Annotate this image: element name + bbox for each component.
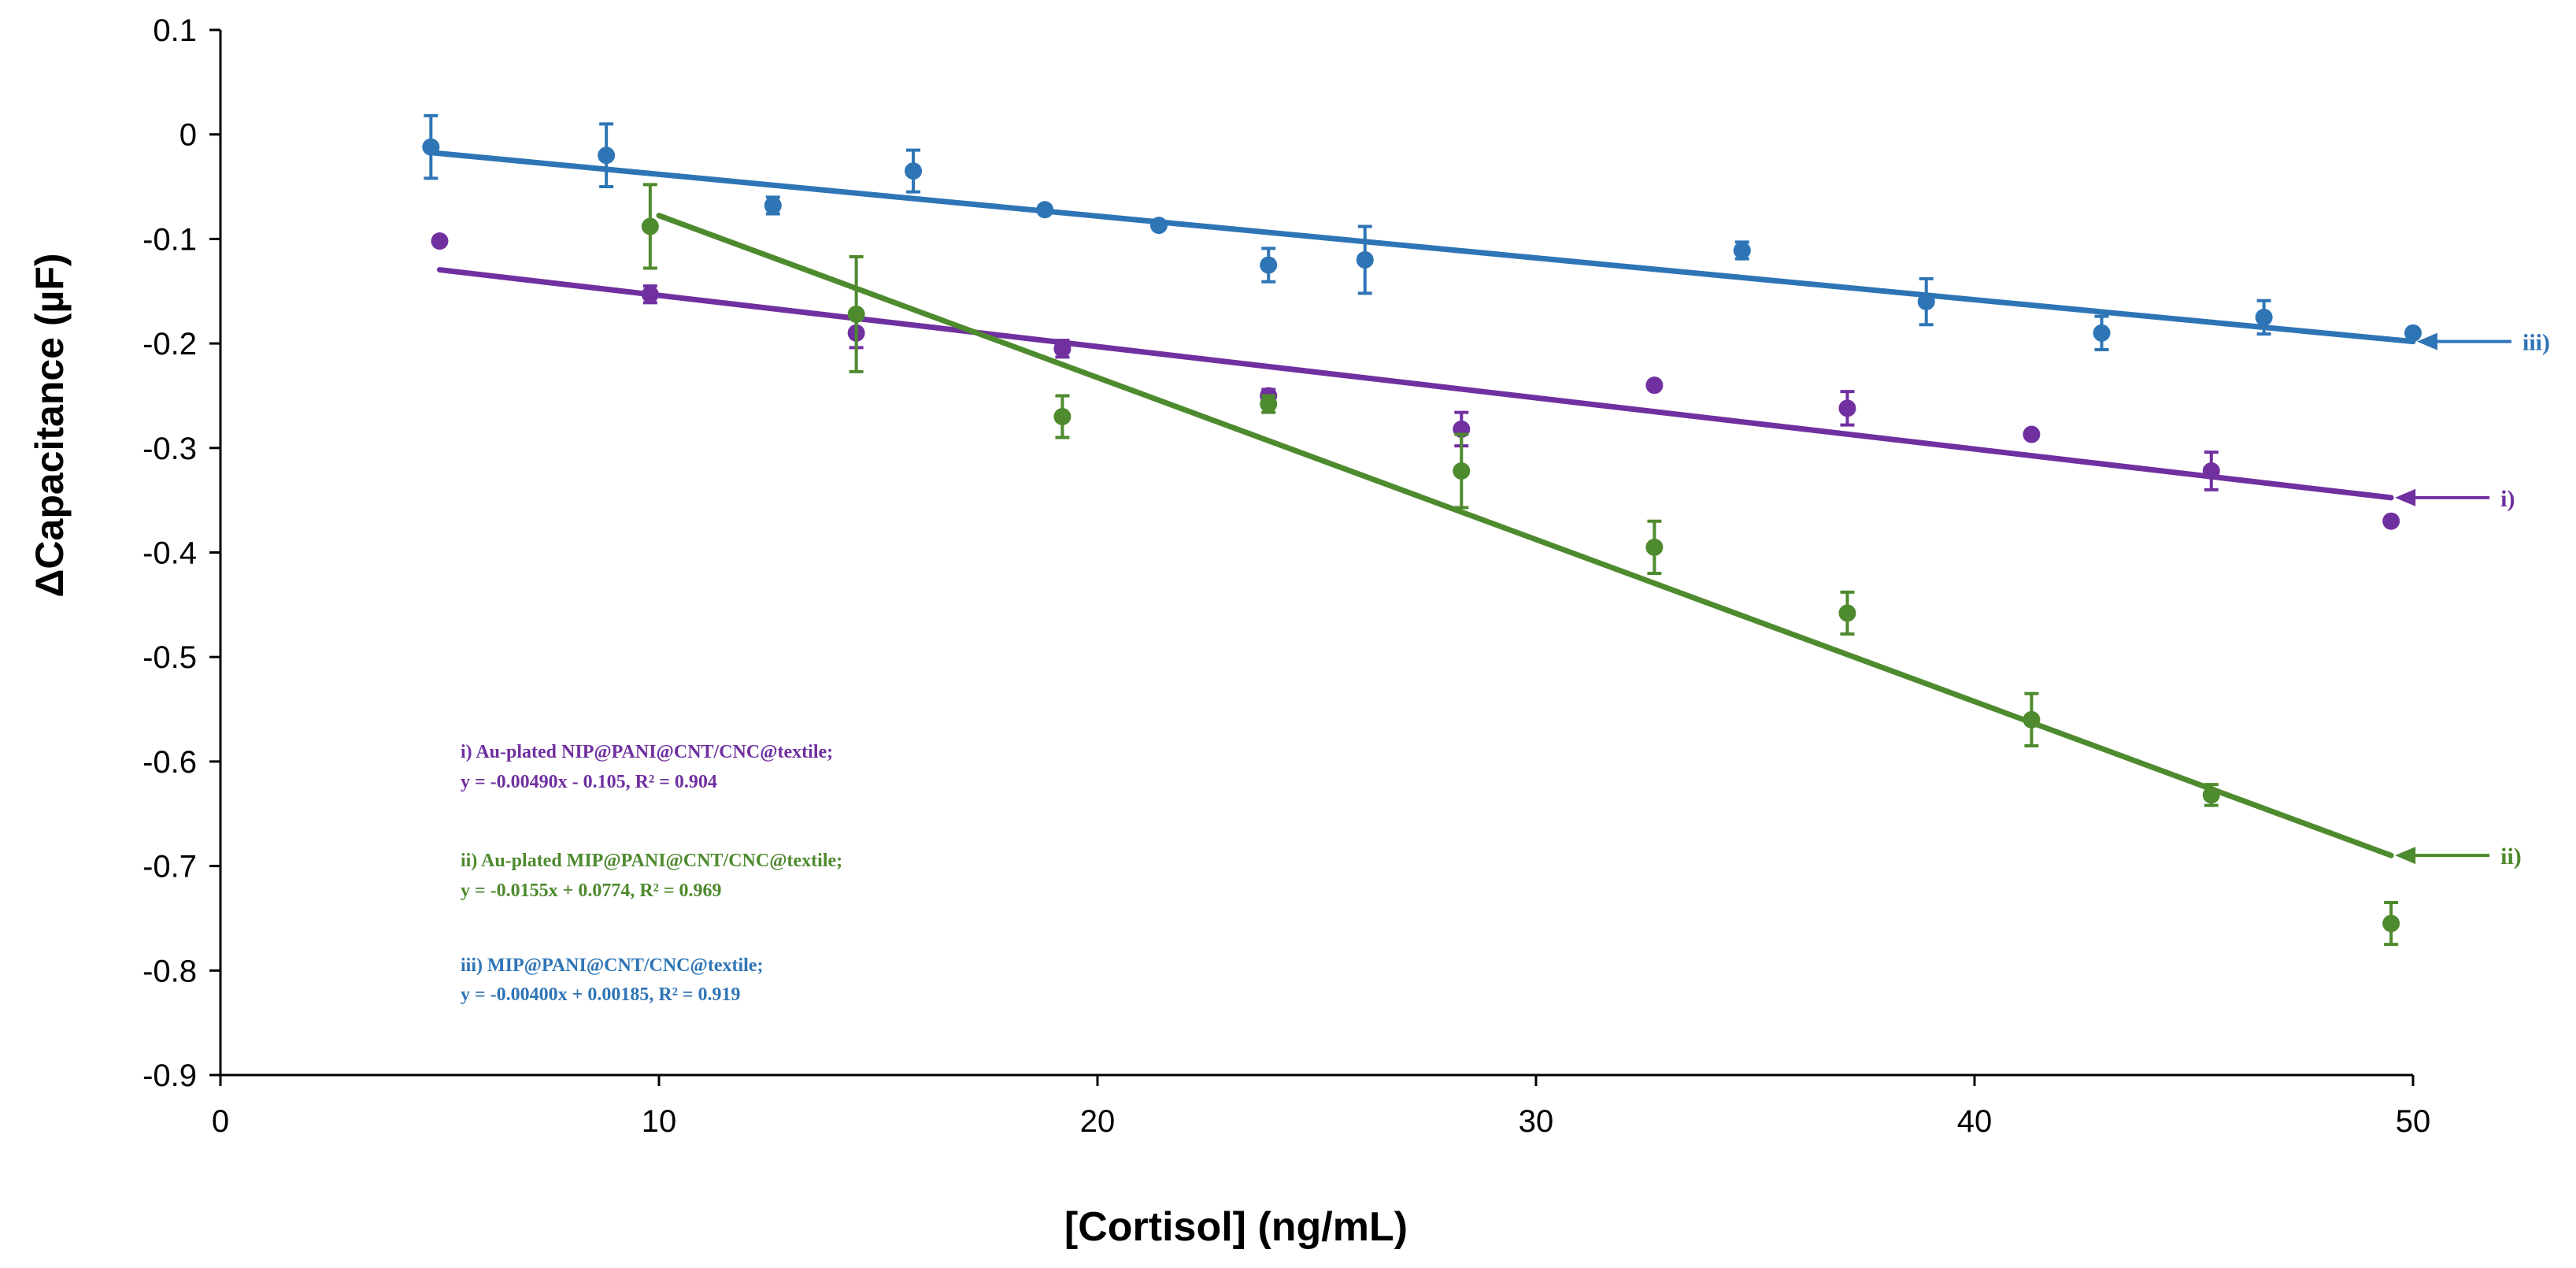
data-point-iii bbox=[905, 162, 923, 180]
data-point-iii bbox=[2255, 308, 2273, 326]
y-tick-label: -0.9 bbox=[142, 1059, 197, 1093]
data-point-i bbox=[2382, 512, 2400, 530]
axes: 0.1 0 -0.1 -0.2 -0.3 -0.4 -0.5 -0.6 -0.7 -0.8 -0.9… bbox=[142, 13, 2430, 1139]
data-point-iii bbox=[1917, 293, 1935, 311]
series-label-ii: ii) bbox=[2500, 843, 2522, 869]
data-point-ii bbox=[641, 217, 659, 235]
series-label-i: i) bbox=[2500, 486, 2515, 512]
data-points bbox=[422, 113, 2422, 947]
data-point-iii bbox=[1149, 217, 1168, 235]
x-tick-label: 40 bbox=[1957, 1104, 1993, 1139]
x-tick-label: 0 bbox=[212, 1104, 229, 1139]
x-tick-label: 50 bbox=[2396, 1104, 2431, 1139]
series-arrowhead-ii bbox=[2395, 847, 2416, 865]
y-tick-label: -0.7 bbox=[142, 850, 197, 884]
data-point-i bbox=[2202, 462, 2220, 480]
y-tick-label: 0 bbox=[180, 118, 197, 153]
data-point-iii bbox=[764, 196, 782, 214]
y-tick-label: 0.1 bbox=[153, 13, 197, 48]
data-point-iii bbox=[1733, 241, 1751, 259]
series-arrowhead-iii bbox=[2417, 332, 2437, 350]
data-point-ii bbox=[2382, 914, 2400, 932]
y-tick-label: -0.2 bbox=[142, 327, 197, 361]
x-axis-title: [Cortisol] (ng/mL) bbox=[1064, 1204, 1408, 1250]
data-point-i bbox=[1838, 399, 1856, 417]
data-point-iii bbox=[422, 138, 440, 156]
data-point-iii bbox=[598, 146, 616, 165]
series-iii-name: iii) MIP@PANI@CNT/CNC@textile; bbox=[461, 955, 763, 976]
fit-line-iii bbox=[427, 150, 2416, 345]
series-i-equation: y = -0.00490x - 0.105, R² = 0.904 bbox=[461, 772, 717, 792]
series-ii-equation: y = -0.0155x + 0.0774, R² = 0.969 bbox=[461, 881, 722, 901]
data-point-ii bbox=[1645, 538, 1664, 556]
data-point-iii bbox=[1356, 250, 1374, 269]
data-point-iii bbox=[1260, 256, 1278, 274]
data-point-iii bbox=[2093, 324, 2111, 342]
data-point-ii bbox=[1053, 407, 1071, 425]
data-point-i bbox=[1645, 376, 1664, 395]
fit-line-ii bbox=[656, 213, 2394, 858]
data-point-i bbox=[2023, 425, 2041, 443]
data-point-i bbox=[1053, 339, 1071, 358]
fit-lines bbox=[427, 150, 2416, 858]
series-arrowhead-i bbox=[2395, 488, 2416, 506]
data-point-ii bbox=[1838, 604, 1856, 622]
data-point-iii bbox=[1036, 201, 1054, 219]
fit-equations-annotation: i) Au-plated NIP@PANI@CNT/CNC@textile; y… bbox=[461, 742, 842, 1005]
data-point-ii bbox=[847, 305, 865, 323]
series-labels: i) ii) iii) bbox=[2395, 330, 2550, 869]
y-tick-label: -0.3 bbox=[142, 432, 197, 466]
y-axis-title: ΔCapacitance (µF) bbox=[28, 253, 72, 597]
data-point-i bbox=[431, 232, 449, 250]
y-tick-label: -0.4 bbox=[142, 536, 197, 571]
series-iii-equation: y = -0.00400x + 0.00185, R² = 0.919 bbox=[461, 984, 741, 1005]
fit-line-i bbox=[437, 267, 2394, 501]
x-tick-label: 20 bbox=[1080, 1104, 1116, 1139]
series-ii-name: ii) Au-plated MIP@PANI@CNT/CNC@textile; bbox=[461, 851, 842, 871]
data-point-i bbox=[641, 285, 659, 303]
series-i-name: i) Au-plated NIP@PANI@CNT/CNC@textile; bbox=[461, 742, 833, 762]
y-tick-label: -0.5 bbox=[142, 640, 197, 675]
y-tick-label: -0.1 bbox=[142, 222, 197, 257]
x-tick-label: 10 bbox=[642, 1104, 677, 1139]
y-tick-label: -0.8 bbox=[142, 954, 197, 988]
data-point-ii bbox=[1260, 395, 1278, 413]
data-point-ii bbox=[2023, 710, 2041, 729]
y-tick-label: -0.6 bbox=[142, 745, 197, 780]
series-label-iii: iii) bbox=[2522, 330, 2550, 356]
data-point-iii bbox=[2404, 324, 2422, 342]
data-point-ii bbox=[2202, 786, 2220, 804]
data-point-ii bbox=[1453, 462, 1471, 480]
x-tick-label: 30 bbox=[1519, 1104, 1554, 1139]
